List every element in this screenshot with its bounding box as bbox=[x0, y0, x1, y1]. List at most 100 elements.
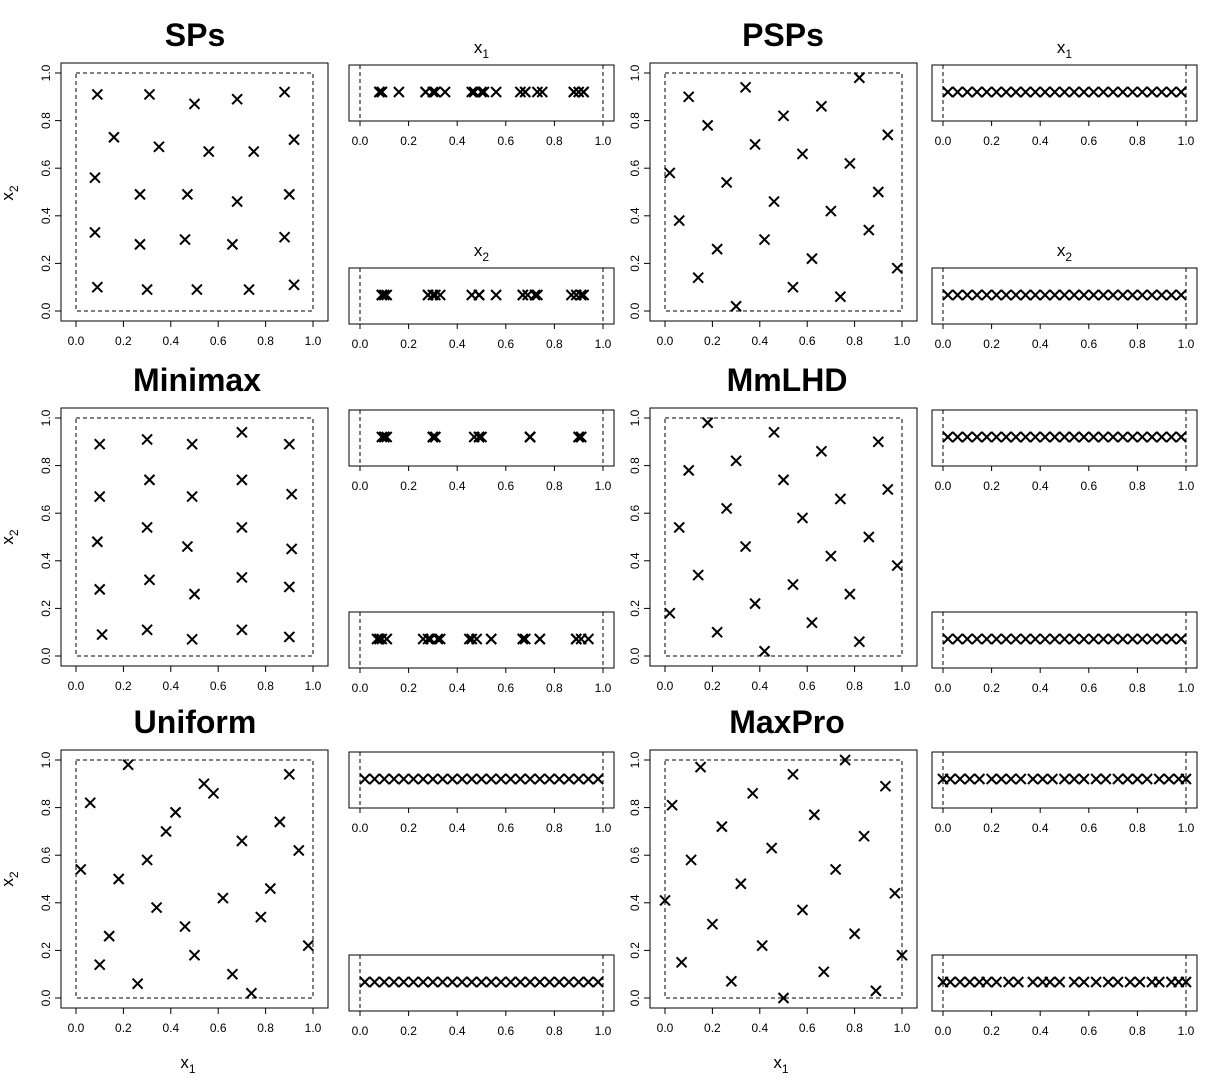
design-point bbox=[181, 188, 194, 201]
projection-point bbox=[1155, 86, 1168, 98]
x-axis-label-right: x1 bbox=[773, 1053, 789, 1076]
x-tick-label: 1.0 bbox=[894, 679, 911, 693]
projection-point bbox=[1153, 976, 1165, 988]
x-tick-label: 0.2 bbox=[115, 1021, 132, 1035]
y-axis-label-row-2: x2 bbox=[0, 529, 21, 545]
projection-point bbox=[1078, 431, 1090, 443]
projection-point bbox=[964, 976, 976, 988]
projection-point bbox=[1112, 773, 1124, 785]
design-point bbox=[756, 939, 768, 952]
projection-point bbox=[990, 86, 1003, 98]
projection-point bbox=[381, 289, 393, 301]
projection-point bbox=[1010, 289, 1022, 301]
design-point bbox=[141, 433, 153, 446]
projection-point bbox=[534, 633, 546, 645]
projection-point bbox=[376, 633, 388, 645]
strip-tick-label: 0.4 bbox=[1032, 479, 1049, 493]
design-point bbox=[882, 129, 894, 141]
projection-point bbox=[575, 289, 587, 301]
y-tick-label: 0.6 bbox=[39, 160, 53, 177]
projection-point bbox=[495, 773, 507, 785]
strip-tick-label: 0.0 bbox=[935, 681, 952, 695]
strip-frame bbox=[931, 409, 1198, 467]
unit-square-boundary bbox=[664, 759, 903, 999]
design-point bbox=[186, 633, 198, 646]
strip-frame bbox=[931, 267, 1198, 325]
projection-point bbox=[1126, 86, 1139, 98]
design-point bbox=[659, 894, 671, 907]
design-point bbox=[848, 928, 861, 940]
projection-point bbox=[1039, 633, 1051, 645]
x-tick-label: 0.4 bbox=[162, 1021, 179, 1035]
y-tick-label: 0.6 bbox=[628, 847, 642, 864]
y-tick-label: 0.0 bbox=[39, 302, 53, 319]
projection-point bbox=[961, 431, 974, 443]
projection-point bbox=[565, 289, 578, 301]
projection-point bbox=[388, 976, 400, 988]
x-tick-label: 0.6 bbox=[799, 679, 816, 693]
strip-frame bbox=[348, 954, 615, 1012]
projection-point bbox=[577, 86, 590, 98]
strip-tick-label: 0.0 bbox=[935, 479, 952, 493]
design-point bbox=[93, 583, 106, 596]
design-point bbox=[91, 281, 104, 293]
projection-point bbox=[1107, 633, 1119, 645]
strip-tick-label: 0.2 bbox=[983, 134, 1000, 148]
y-tick-label: 0.4 bbox=[628, 894, 642, 911]
y-tick-label: 0.2 bbox=[39, 600, 53, 617]
projection-point bbox=[1010, 633, 1022, 645]
strip-tick-label: 0.8 bbox=[546, 821, 563, 835]
design-point bbox=[134, 188, 146, 201]
strip-frame bbox=[348, 267, 615, 325]
projection-point bbox=[1087, 86, 1100, 98]
projection-point bbox=[1175, 86, 1187, 98]
projection-point bbox=[429, 431, 442, 443]
design-point bbox=[825, 550, 837, 562]
projection-point bbox=[1097, 289, 1110, 301]
projection-point bbox=[592, 976, 604, 988]
projection-point bbox=[592, 773, 604, 785]
design-point bbox=[834, 493, 847, 505]
design-point bbox=[711, 626, 723, 638]
design-point bbox=[749, 597, 761, 610]
unit-square-boundary bbox=[664, 417, 903, 657]
design-point bbox=[834, 291, 847, 303]
panel-title: MaxPro bbox=[729, 704, 845, 740]
projection-point bbox=[1141, 773, 1153, 785]
design-point bbox=[89, 172, 101, 184]
x-tick-label: 0.2 bbox=[704, 334, 721, 348]
projection-point bbox=[1000, 633, 1012, 645]
x-tick-label: 0.0 bbox=[68, 334, 85, 348]
projection-point bbox=[990, 289, 1003, 301]
design-point bbox=[701, 417, 714, 429]
projection-point bbox=[954, 976, 966, 988]
design-point bbox=[236, 521, 248, 534]
marginal-title: x1 bbox=[474, 38, 490, 61]
projection-point bbox=[376, 289, 388, 301]
projection-point bbox=[475, 976, 488, 988]
projection-point bbox=[466, 773, 478, 785]
x-tick-label: 0.8 bbox=[846, 679, 863, 693]
projection-point bbox=[1100, 773, 1112, 785]
x-tick-label: 0.4 bbox=[751, 679, 768, 693]
projection-point bbox=[1058, 633, 1071, 645]
projection-point bbox=[429, 86, 442, 98]
projection-point bbox=[1019, 289, 1032, 301]
panel-minimax: Minimax 0.0 0.2 0.4 0.6 0.8 1.0 0.0 0.2 0.4 0.6 0.8… bbox=[39, 362, 615, 695]
strip-tick-label: 1.0 bbox=[595, 821, 612, 835]
design-point bbox=[302, 939, 314, 952]
projection-point bbox=[1058, 86, 1071, 98]
design-point bbox=[701, 119, 714, 132]
design-point bbox=[245, 987, 258, 999]
strip-tick-label: 0.0 bbox=[352, 337, 369, 351]
projection-point bbox=[1029, 86, 1042, 98]
design-point bbox=[777, 992, 790, 1004]
x-tick-label: 0.4 bbox=[162, 334, 179, 348]
design-point bbox=[217, 892, 229, 904]
projection-point bbox=[478, 86, 490, 98]
x-tick-label: 0.6 bbox=[799, 334, 816, 348]
projection-point bbox=[473, 289, 485, 301]
strip-tick-label: 0.2 bbox=[983, 681, 1000, 695]
projection-point bbox=[1078, 773, 1090, 785]
